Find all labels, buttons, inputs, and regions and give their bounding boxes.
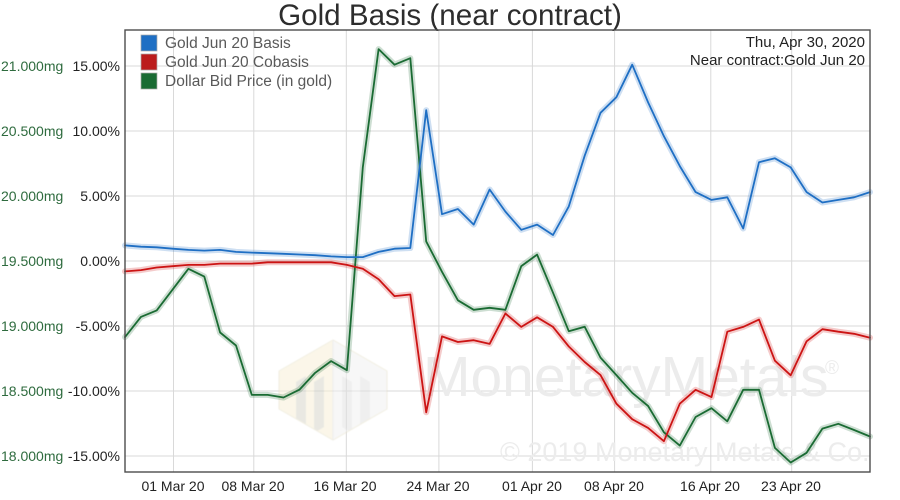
- svg-text:Thu, Apr 30, 2020: Thu, Apr 30, 2020: [746, 34, 865, 51]
- svg-text:®: ®: [825, 358, 839, 379]
- svg-text:Gold Jun 20 Basis: Gold Jun 20 Basis: [165, 35, 291, 52]
- svg-text:Dollar Bid Price (in gold): Dollar Bid Price (in gold): [165, 73, 332, 90]
- svg-text:Gold Jun 20 Cobasis: Gold Jun 20 Cobasis: [165, 54, 309, 71]
- svg-text:Near contract:Gold Jun 20: Near contract:Gold Jun 20: [690, 52, 865, 69]
- svg-text:MonetaryMetals: MonetaryMetals: [423, 345, 829, 409]
